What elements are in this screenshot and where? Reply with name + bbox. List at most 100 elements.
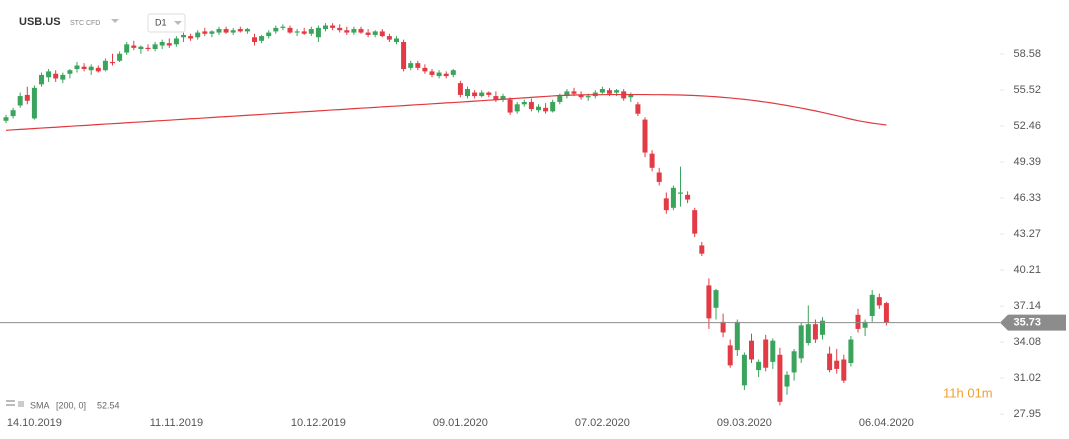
candle-body	[628, 94, 634, 98]
candle-body	[394, 38, 399, 42]
candle-body	[820, 320, 825, 335]
candle-body	[344, 30, 350, 33]
candle-body	[216, 29, 222, 33]
candle-body	[876, 297, 882, 306]
x-tick-label: 11.11.2019	[150, 417, 203, 429]
candle-body	[195, 32, 201, 38]
x-tick-label: 09.01.2020	[433, 417, 488, 429]
candle-body	[223, 29, 229, 33]
candle-body	[614, 90, 620, 93]
candle-body	[507, 99, 513, 113]
candle-body	[678, 192, 683, 194]
candle-body	[585, 96, 591, 98]
countdown: 11h 01m	[943, 385, 993, 400]
indicator-params: [200, 0]	[56, 400, 86, 410]
candle-body	[486, 92, 492, 95]
candle-body	[578, 94, 584, 98]
icon	[18, 401, 24, 407]
candle-body	[138, 46, 144, 50]
indicator-value: 52.54	[97, 400, 120, 410]
x-tick-label: 06.04.2020	[859, 417, 914, 429]
candle-body	[117, 53, 123, 61]
candle-body	[607, 90, 612, 94]
candle-body	[649, 153, 655, 168]
candle-body	[24, 94, 30, 101]
candle-body	[699, 245, 705, 254]
y-tick-label: 52.46	[1013, 120, 1041, 132]
candle-body	[706, 285, 712, 319]
candle-body	[436, 72, 442, 77]
candle-body	[237, 29, 243, 32]
candle-body	[479, 92, 485, 97]
candle-body	[635, 104, 641, 114]
candle-body	[252, 37, 257, 42]
candle-body	[31, 87, 37, 119]
candle-body	[379, 31, 385, 37]
instrument-type[interactable]: STC CFD	[70, 20, 100, 27]
y-tick-label: 55.52	[1013, 84, 1041, 96]
candle-body	[500, 96, 506, 100]
candle-body	[642, 119, 648, 153]
candle-body	[3, 117, 9, 121]
candle-body	[188, 36, 194, 39]
y-tick-label: 31.02	[1013, 372, 1041, 384]
candle-body	[855, 314, 861, 329]
candle-body	[159, 41, 165, 46]
candle-body	[131, 45, 137, 48]
candle-body	[166, 43, 172, 46]
candle-body	[209, 31, 215, 34]
candle-body	[763, 339, 769, 368]
candle-body	[599, 89, 605, 93]
candle-body	[756, 361, 762, 371]
indicator-legend: SMA [200, 0] 52.54	[6, 400, 120, 410]
sma-line	[5, 93, 887, 131]
candle-body	[770, 340, 776, 362]
candle-body	[280, 26, 286, 28]
candle-body	[734, 321, 740, 351]
candle-body	[244, 29, 250, 32]
candle-body	[450, 70, 456, 75]
candle-body	[337, 27, 343, 31]
candle-body	[259, 36, 265, 41]
candle-body	[713, 290, 719, 308]
candle-body	[358, 29, 364, 33]
candle-body	[656, 172, 662, 182]
candle-body	[720, 321, 726, 333]
candle-body	[202, 31, 208, 34]
candle-body	[749, 340, 754, 360]
candle-body	[798, 325, 804, 359]
timeframe[interactable]: D1	[155, 17, 167, 27]
candle-body	[315, 27, 321, 38]
candle-body	[841, 359, 847, 381]
candle-body	[287, 27, 293, 33]
candle-body	[805, 324, 811, 344]
candle-body	[848, 339, 854, 364]
candle-body	[301, 31, 307, 34]
candle-body	[543, 107, 549, 112]
candle-body	[372, 31, 378, 35]
timeframe-box[interactable]	[147, 13, 186, 33]
candle-body	[528, 101, 534, 110]
candle-body	[308, 29, 314, 34]
x-tick-label: 14.10.2019	[7, 417, 62, 429]
candle-body	[514, 104, 520, 112]
dropdown-arrow[interactable]	[111, 19, 119, 23]
candle-body	[465, 89, 470, 97]
candle-body	[351, 29, 357, 33]
dropdown-arrow[interactable]	[174, 21, 182, 25]
candle-body	[60, 74, 66, 80]
candle-body	[685, 194, 691, 200]
last-price-label: 35.73	[1013, 317, 1041, 329]
candle-body	[10, 110, 16, 117]
candle-body	[692, 210, 698, 234]
candle-body	[266, 32, 272, 37]
y-tick-label: 46.33	[1013, 192, 1041, 204]
candle-body	[181, 34, 186, 38]
candle-body	[145, 47, 151, 50]
last-price-tag	[1000, 314, 1066, 331]
y-tick-label: 34.08	[1013, 336, 1041, 348]
candle-body	[110, 61, 115, 64]
candle-body	[550, 101, 556, 112]
candle-body	[152, 44, 158, 50]
